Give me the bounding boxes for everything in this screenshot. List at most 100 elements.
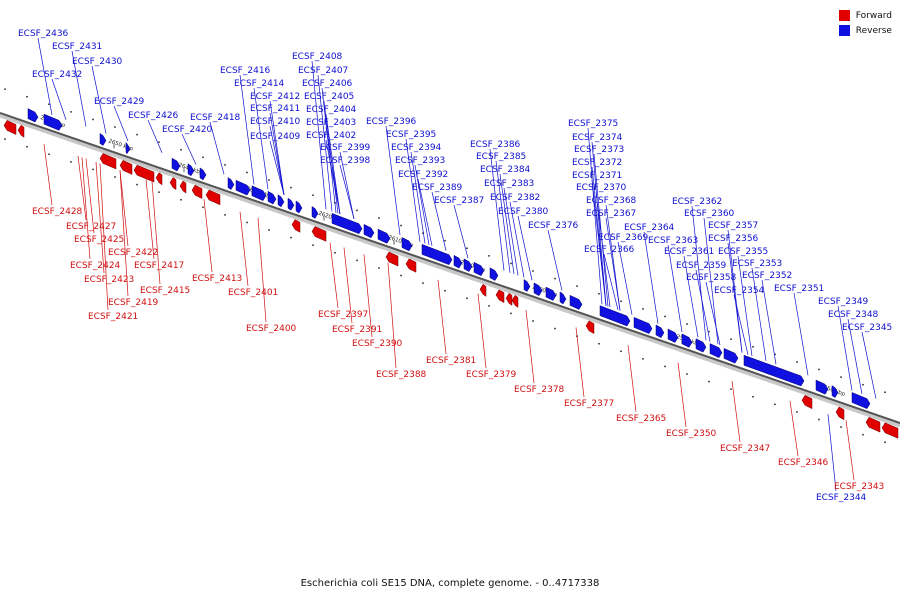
forward-gene-feature xyxy=(835,406,845,421)
reverse-gene-leader xyxy=(751,267,767,361)
reverse-gene-label: ECSF_2416 xyxy=(220,66,271,76)
forward-gene-label: ECSF_2377 xyxy=(564,399,614,409)
lower-guide-dot xyxy=(158,191,160,193)
reverse-gene-label: ECSF_2364 xyxy=(624,223,675,233)
reverse-gene-label: ECSF_2430 xyxy=(72,57,123,67)
reverse-gene-leader xyxy=(453,204,469,259)
reverse-gene-label: ECSF_2403 xyxy=(306,118,356,128)
reverse-gene-leader xyxy=(71,50,87,127)
reverse-gene-label: ECSF_2411 xyxy=(250,104,300,114)
lower-guide-dot xyxy=(92,168,94,171)
upper-guide-dot xyxy=(510,262,512,265)
forward-gene-leader xyxy=(845,420,855,481)
reverse-gene-feature xyxy=(633,317,653,334)
reverse-gene-label: ECSF_2394 xyxy=(391,143,442,153)
reverse-gene-label: ECSF_2371 xyxy=(572,171,622,181)
lower-guide-dot xyxy=(774,403,776,406)
reverse-gene-label: ECSF_2432 xyxy=(32,70,82,80)
reverse-gene-leader xyxy=(91,65,107,134)
reverse-gene-feature xyxy=(709,343,723,359)
reverse-gene-leader xyxy=(414,164,430,245)
forward-gene-leader xyxy=(81,157,91,260)
reverse-gene-feature xyxy=(453,254,463,269)
reverse-gene-feature xyxy=(463,258,473,272)
forward-gene-feature xyxy=(405,258,417,273)
lower-guide-dot xyxy=(136,183,138,186)
reverse-gene-label: ECSF_2349 xyxy=(818,297,869,307)
reverse-gene-leader xyxy=(321,87,337,213)
lower-guide-dot xyxy=(862,433,864,436)
reverse-gene-feature xyxy=(187,163,195,177)
reverse-gene-label: ECSF_2376 xyxy=(528,221,579,231)
reverse-gene-leader xyxy=(269,125,285,195)
reverse-gene-label: ECSF_2418 xyxy=(190,113,241,123)
upper-guide-dot xyxy=(576,285,578,287)
reverse-gene-leader xyxy=(605,217,621,311)
forward-gene-leader xyxy=(85,158,95,234)
forward-gene-feature xyxy=(119,160,133,175)
reverse-gene-leader xyxy=(617,241,633,315)
forward-gene-leader xyxy=(257,217,267,323)
forward-gene-label: ECSF_2428 xyxy=(32,207,83,217)
upper-guide-dot xyxy=(730,338,732,340)
forward-gene-leader xyxy=(363,254,373,338)
forward-gene-leader xyxy=(575,327,585,398)
lower-guide-dot xyxy=(26,145,28,148)
forward-gene-label: ECSF_2381 xyxy=(426,356,476,366)
reverse-gene-label: ECSF_2409 xyxy=(250,132,301,142)
forward-gene-label: ECSF_2422 xyxy=(108,248,158,258)
upper-guide-dot xyxy=(70,111,72,113)
upper-guide-dot xyxy=(158,141,160,143)
reverse-gene-label: ECSF_2389 xyxy=(412,183,463,193)
lower-guide-dot xyxy=(620,350,622,353)
upper-guide-dot xyxy=(598,292,600,295)
upper-guide-dot xyxy=(664,315,666,318)
forward-gene-feature xyxy=(191,184,203,199)
reverse-gene-feature xyxy=(331,212,363,234)
forward-gene-feature xyxy=(865,416,881,433)
reverse-gene-label: ECSF_2345 xyxy=(842,323,892,333)
reverse-gene-leader xyxy=(591,179,607,306)
reverse-gene-leader xyxy=(761,279,777,365)
reverse-gene-leader xyxy=(737,255,753,357)
reverse-gene-label: ECSF_2420 xyxy=(162,125,213,135)
forward-gene-label: ECSF_2390 xyxy=(352,339,403,349)
forward-gene-feature xyxy=(511,294,519,308)
upper-guide-dot xyxy=(312,194,314,196)
forward-gene-leader xyxy=(43,144,53,206)
forward-gene-feature xyxy=(881,422,899,439)
upper-guide-dot xyxy=(246,171,248,174)
forward-gene-feature xyxy=(205,189,221,206)
reverse-gene-label: ECSF_2361 xyxy=(664,247,714,257)
reverse-gene-leader xyxy=(147,119,163,153)
lower-guide-dot xyxy=(114,176,116,178)
reverse-gene-leader xyxy=(703,217,719,345)
lower-guide-dot xyxy=(752,396,754,398)
reverse-gene-leader xyxy=(587,127,603,305)
lower-guide-dot xyxy=(356,259,358,262)
reverse-gene-leader xyxy=(827,414,837,492)
reverse-gene-label: ECSF_2404 xyxy=(306,105,357,115)
reverse-gene-leader xyxy=(705,281,721,346)
reverse-gene-feature xyxy=(473,261,485,277)
forward-gene-leader xyxy=(329,242,339,309)
reverse-gene-label: ECSF_2383 xyxy=(484,179,534,189)
forward-gene-feature xyxy=(801,394,813,410)
reverse-gene-leader xyxy=(593,153,609,307)
reverse-gene-label: ECSF_2373 xyxy=(574,145,624,155)
reverse-gene-leader xyxy=(37,37,53,115)
lower-guide-dot xyxy=(598,342,600,345)
reverse-gene-label: ECSF_2348 xyxy=(828,310,879,320)
reverse-gene-feature xyxy=(267,190,277,205)
reverse-gene-leader xyxy=(325,126,341,215)
reverse-gene-leader xyxy=(667,244,683,332)
forward-gene-leader xyxy=(119,170,129,297)
forward-gene-label: ECSF_2421 xyxy=(88,312,138,322)
forward-gene-feature xyxy=(169,177,177,191)
lower-guide-dot xyxy=(290,236,292,239)
reverse-gene-feature xyxy=(533,282,543,297)
lower-guide-dot xyxy=(664,365,666,368)
reverse-gene-feature xyxy=(295,200,303,214)
reverse-gene-label: ECSF_2407 xyxy=(298,66,348,76)
reverse-gene-label: ECSF_2351 xyxy=(774,284,824,294)
